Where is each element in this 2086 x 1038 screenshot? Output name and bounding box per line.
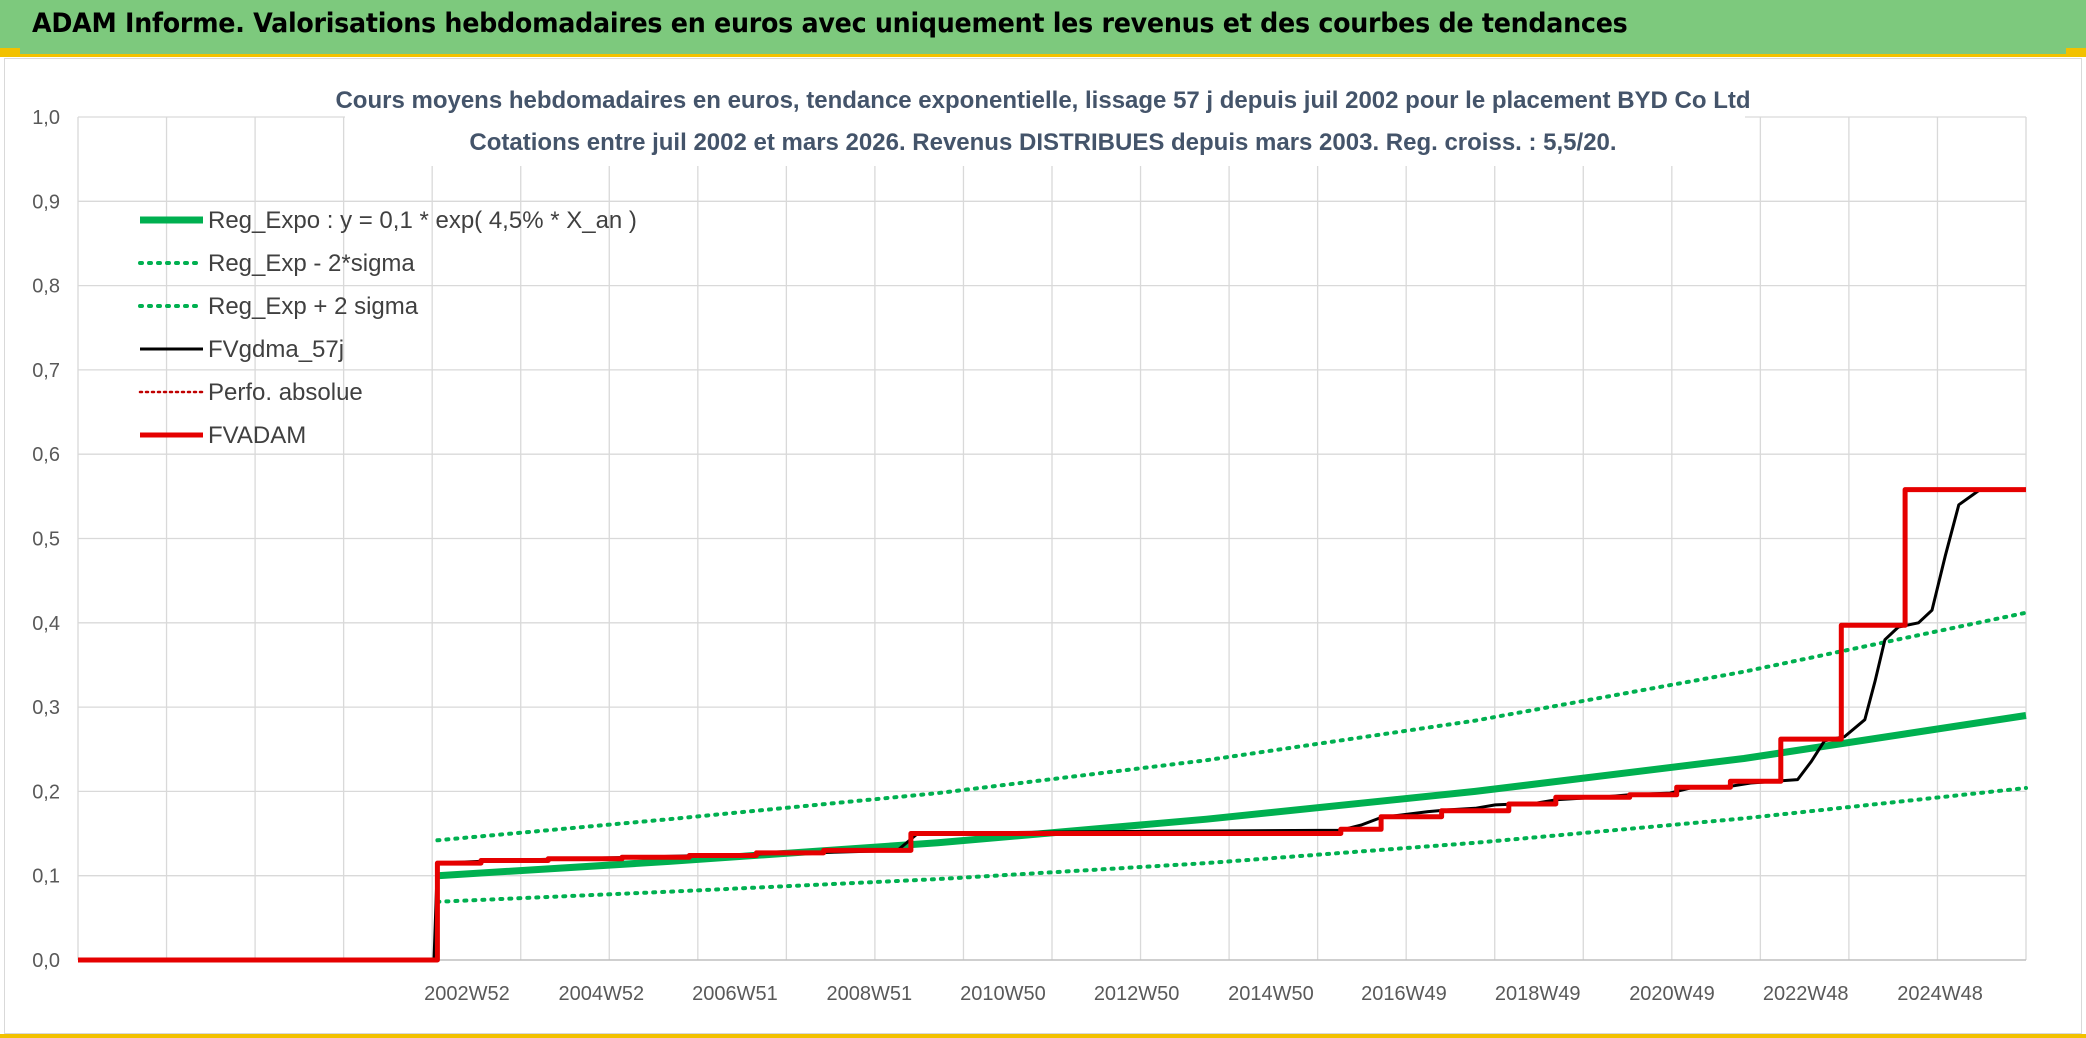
legend: Reg_Expo : y = 0,1 * exp( 4,5% * X_an ) R…	[138, 207, 637, 449]
series-line-0	[437, 712, 2027, 880]
y-tick-label: 0,9	[32, 191, 60, 213]
y-tick-label: 0,4	[32, 613, 60, 635]
report-banner: ADAM Informe. Valorisations hebdomadaire…	[0, 0, 2086, 57]
x-tick-label: 2016W49	[1361, 983, 1447, 1005]
legend-label-1: Reg_Exp - 2*sigma	[208, 250, 415, 277]
banner-corner-left	[0, 48, 20, 57]
y-tick-label: 0,5	[32, 529, 60, 551]
chart-frame	[4, 58, 2082, 1034]
x-tick-label: 2020W49	[1629, 983, 1715, 1005]
title-backdrop	[345, 80, 1745, 166]
chart-subtitle: Cotations entre juil 2002 et mars 2026. …	[469, 129, 1616, 156]
series-line-1	[435, 786, 2028, 904]
x-tick-label: 2014W50	[1228, 983, 1314, 1005]
x-tick-label: 2008W51	[826, 983, 912, 1005]
bottom-accent-bar	[0, 1034, 2086, 1038]
legend-label-4: Perfo. absolue	[208, 379, 363, 406]
y-tick-label: 0,7	[32, 360, 60, 382]
y-tick-labels: 0,0 0,1 0,2 0,3 0,4 0,5 0,6 0,7 0,8 0,9 1,0	[32, 107, 60, 972]
x-tick-label: 2018W49	[1495, 983, 1581, 1005]
chart-series	[78, 487, 2028, 963]
x-tick-label: 2010W50	[960, 983, 1046, 1005]
chart-grid	[77, 116, 2027, 960]
y-tick-label: 0,2	[32, 781, 60, 803]
y-tick-label: 0,8	[32, 276, 60, 298]
y-tick-label: 1,0	[32, 107, 60, 129]
series-line-5	[78, 487, 2026, 963]
y-tick-label: 0,6	[32, 444, 60, 466]
y-tick-label: 0,1	[32, 866, 60, 888]
x-tick-label: 2022W48	[1763, 983, 1849, 1005]
report-title: ADAM Informe. Valorisations hebdomadaire…	[32, 8, 1628, 39]
series-line-2	[435, 610, 2028, 843]
legend-label-0: Reg_Expo : y = 0,1 * exp( 4,5% * X_an )	[208, 207, 637, 234]
y-tick-label: 0,0	[32, 950, 60, 972]
x-tick-label: 2006W51	[692, 983, 778, 1005]
banner-corner-right	[2066, 48, 2086, 57]
legend-label-5: FVADAM	[208, 422, 306, 449]
x-tick-label: 2002W52	[424, 983, 510, 1005]
legend-label-3: FVgdma_57j	[208, 336, 344, 363]
x-tick-label: 2004W52	[558, 983, 644, 1005]
chart-title: Cours moyens hebdomadaires en euros, ten…	[335, 87, 1750, 114]
legend-label-2: Reg_Exp + 2 sigma	[208, 293, 419, 320]
y-tick-label: 0,3	[32, 697, 60, 719]
x-tick-label: 2012W50	[1094, 983, 1180, 1005]
x-tick-labels: 2002W52 2004W52 2006W51 2008W51 2010W50 2012W…	[424, 983, 1983, 1005]
x-tick-label: 2024W48	[1897, 983, 1983, 1005]
